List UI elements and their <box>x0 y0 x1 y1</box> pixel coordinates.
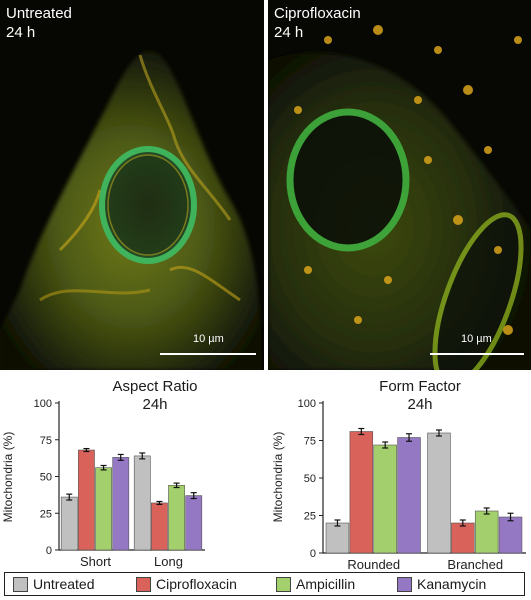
legend-swatch-untreated <box>13 577 28 592</box>
form-factor-bar-branched-ciprofloxacin <box>451 522 475 554</box>
form-factor-error-bar <box>483 507 490 515</box>
form-factor-y-axis-label: Mitochondria (%) <box>271 432 285 523</box>
chart-form-factor: 0 25 50 75 100 Mitochondria (%) Rounded Branche… <box>271 398 526 571</box>
form-factor-error-bar <box>334 519 341 527</box>
legend-swatch-ampicillin <box>276 577 291 592</box>
form-factor-category-label: Rounded <box>347 557 400 571</box>
aspect-ratio-error-bar <box>66 493 73 501</box>
micrograph-ciprofloxacin: Ciprofloxacin 24 h 10 µm <box>268 0 531 370</box>
aspect-ratio-error-bar <box>100 464 107 471</box>
form-factor-error-bar <box>507 512 514 522</box>
form-factor-bar-rounded-untreated <box>325 522 350 554</box>
chart-aspect-ratio-subtitle: 24h <box>142 396 168 413</box>
aspect-ratio-error-bar <box>190 492 197 500</box>
legend-label-ampicillin: Ampicillin <box>296 576 356 592</box>
micrograph-untreated-image <box>0 0 264 370</box>
legend-swatch-ciprofloxacin <box>136 577 151 592</box>
chart-aspect-ratio-heading: Aspect Ratio <box>112 378 198 395</box>
aspect-ratio-bar-short-untreated <box>60 496 78 551</box>
aspect-ratio-bar-short-ampicillin <box>95 467 112 551</box>
micrograph-ciprofloxacin-condition: Ciprofloxacin <box>274 5 361 22</box>
aspect-ratio-error-bar <box>139 452 146 460</box>
micrograph-untreated: Untreated 24 h 10 µm <box>0 0 264 370</box>
form-factor-y-tick-label: 50 <box>304 473 316 485</box>
chart-aspect-ratio: 0 25 50 75 100 Mitochondria (%) Short Long <box>1 398 205 569</box>
aspect-ratio-bar-long-untreated <box>133 455 151 551</box>
micrograph-ciprofloxacin-label: Ciprofloxacin 24 h <box>274 4 361 42</box>
chart-aspect-ratio-title: Aspect Ratio 24h <box>60 378 250 414</box>
micrograph-ciprofloxacin-image <box>268 0 531 370</box>
aspect-ratio-y-tick-label: 25 <box>40 508 52 520</box>
form-factor-bar-rounded-kanamycin <box>397 437 421 554</box>
aspect-ratio-y-tick-label: 75 <box>40 435 52 447</box>
aspect-ratio-y-tick-label: 0 <box>46 545 52 557</box>
micrograph-untreated-label: Untreated 24 h <box>6 4 72 42</box>
form-factor-bar-branched-untreated <box>427 432 451 554</box>
micrograph-ciprofloxacin-time: 24 h <box>274 24 304 41</box>
aspect-ratio-y-axis-label: Mitochondria (%) <box>1 432 15 523</box>
aspect-ratio-error-bar <box>117 453 124 461</box>
form-factor-bar-branched-kanamycin <box>498 516 523 554</box>
form-factor-error-bar <box>459 519 466 527</box>
aspect-ratio-y-tick-label: 100 <box>34 398 52 410</box>
form-factor-error-bar <box>435 429 442 437</box>
form-factor-category-label: Branched <box>447 557 503 571</box>
aspect-ratio-error-bar <box>156 500 163 506</box>
legend-label-untreated: Untreated <box>33 576 95 592</box>
form-factor-y-tick-label: 100 <box>298 398 316 410</box>
aspect-ratio-bar-long-ciprofloxacin <box>151 502 168 551</box>
legend: Untreated Ciprofloxacin Ampicillin Kanam… <box>4 572 525 596</box>
chart-form-factor-heading: Form Factor <box>379 378 461 395</box>
aspect-ratio-bar-short-kanamycin <box>112 457 130 551</box>
aspect-ratio-error-bar <box>83 447 90 453</box>
aspect-ratio-category-label: Long <box>154 554 183 569</box>
aspect-ratio-error-bar <box>173 482 180 489</box>
form-factor-y-tick-label: 0 <box>310 548 316 560</box>
form-factor-error-bar <box>358 427 365 436</box>
scale-bar-right <box>430 353 524 355</box>
aspect-ratio-category-label: Short <box>80 554 111 569</box>
form-factor-bar-rounded-ampicillin <box>373 444 397 554</box>
micrograph-untreated-condition: Untreated <box>6 5 72 22</box>
legend-swatch-kanamycin <box>397 577 412 592</box>
aspect-ratio-y-tick-label: 50 <box>40 472 52 484</box>
aspect-ratio-bar-long-kanamycin <box>185 495 203 551</box>
scale-bar-right-label: 10 µm <box>461 333 492 345</box>
scale-bar-left-label: 10 µm <box>193 333 224 345</box>
legend-label-ciprofloxacin: Ciprofloxacin <box>156 576 237 592</box>
form-factor-bar-rounded-ciprofloxacin <box>349 431 374 554</box>
form-factor-y-tick-label: 75 <box>304 436 316 448</box>
form-factor-bar-branched-ampicillin <box>474 510 499 554</box>
aspect-ratio-bar-short-ciprofloxacin <box>78 449 95 551</box>
aspect-ratio-bar-long-ampicillin <box>168 485 185 551</box>
form-factor-error-bar <box>406 433 413 442</box>
chart-form-factor-subtitle: 24h <box>407 396 433 413</box>
scale-bar-left <box>160 353 256 355</box>
chart-form-factor-title: Form Factor 24h <box>325 378 515 414</box>
micrograph-untreated-time: 24 h <box>6 24 36 41</box>
form-factor-y-tick-label: 25 <box>304 511 316 523</box>
legend-label-kanamycin: Kanamycin <box>417 576 487 592</box>
form-factor-error-bar <box>382 441 389 449</box>
